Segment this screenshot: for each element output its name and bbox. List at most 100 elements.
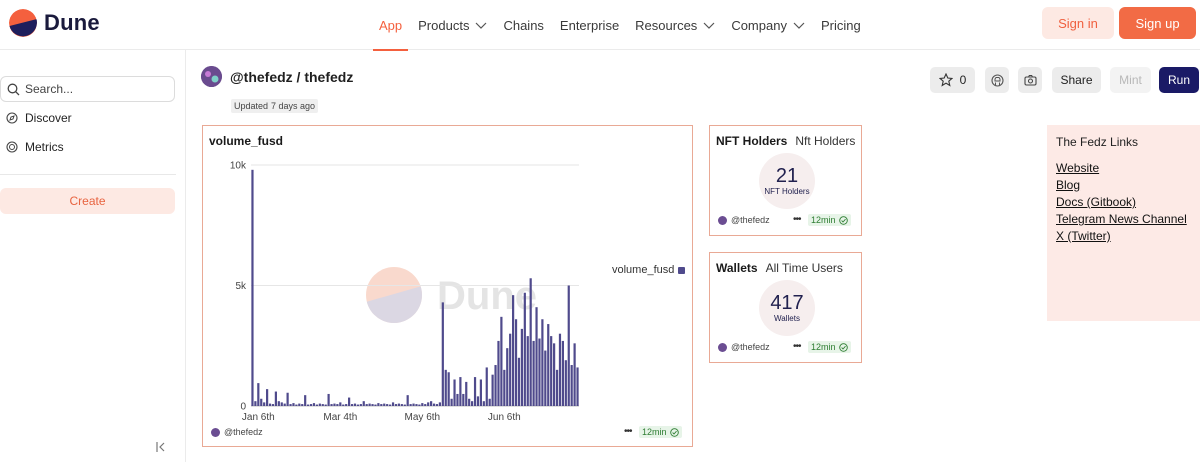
chart-bar[interactable] (503, 369, 506, 406)
chart-bar[interactable] (570, 365, 573, 406)
chart-bar[interactable] (523, 292, 526, 406)
sign-in-button[interactable]: Sign in (1042, 7, 1114, 39)
nav-enterprise[interactable]: Enterprise (560, 0, 619, 50)
chart-bar[interactable] (280, 402, 283, 406)
chart-bar[interactable] (421, 403, 424, 406)
chart-bar[interactable] (266, 389, 269, 406)
counter-author[interactable]: @thefedz (718, 215, 770, 225)
nav-company[interactable]: Company (731, 0, 805, 50)
chart-bar[interactable] (476, 396, 480, 406)
chart-bar[interactable] (380, 404, 383, 406)
chart-bar[interactable] (274, 391, 277, 406)
chart-bar[interactable] (535, 307, 538, 406)
chart-bar[interactable] (447, 372, 450, 406)
star-button[interactable]: 0 (930, 67, 975, 93)
chart-bar[interactable] (356, 404, 359, 406)
chart-bar[interactable] (271, 404, 275, 406)
chart-legend[interactable]: volume_fusd (612, 264, 686, 276)
run-button[interactable]: Run (1159, 67, 1199, 93)
search-box[interactable] (0, 76, 175, 102)
avatar[interactable] (201, 66, 222, 87)
chart-bar[interactable] (418, 404, 421, 406)
share-button[interactable]: Share (1052, 67, 1101, 93)
chart-bar[interactable] (295, 404, 298, 406)
chart-bar[interactable] (567, 285, 570, 407)
chart-bar[interactable] (541, 319, 544, 406)
chart-bar[interactable] (538, 338, 541, 406)
chart-bar[interactable] (406, 395, 409, 406)
chart-bar[interactable] (482, 401, 485, 406)
nav-resources[interactable]: Resources (635, 0, 715, 50)
chart-bar[interactable] (491, 374, 494, 406)
chart-bar[interactable] (383, 403, 386, 406)
chart-bar[interactable] (359, 404, 362, 406)
chart-bar[interactable] (286, 392, 289, 406)
chart-bar[interactable] (517, 357, 521, 406)
counter-author[interactable]: @thefedz (718, 342, 770, 352)
chart-bar[interactable] (438, 402, 441, 406)
link-twitter[interactable]: X (Twitter) (1056, 229, 1111, 243)
chart-bar[interactable] (435, 404, 439, 406)
chart-bar[interactable] (532, 340, 535, 406)
chart-bar[interactable] (277, 401, 280, 406)
chart-bar[interactable] (289, 404, 292, 406)
link-blog[interactable]: Blog (1056, 178, 1081, 192)
chart-bar[interactable] (412, 403, 415, 406)
chart-bar[interactable] (371, 404, 374, 406)
chart-bar[interactable] (479, 379, 482, 406)
chart-bar[interactable] (555, 369, 559, 406)
chart-bar[interactable] (315, 404, 318, 406)
chart-bar[interactable] (547, 324, 550, 406)
chart-bar[interactable] (327, 393, 330, 406)
chart-bar[interactable] (512, 295, 515, 406)
chart-bar[interactable] (529, 278, 532, 406)
chart-bar[interactable] (444, 369, 447, 406)
dune-logo[interactable]: Dune (9, 9, 100, 37)
more-options-icon[interactable]: ••• (624, 426, 632, 437)
chart-bar[interactable] (374, 404, 377, 406)
chart-bar[interactable] (544, 350, 547, 406)
screenshot-button[interactable] (1018, 67, 1042, 93)
chart-bar[interactable] (298, 403, 301, 406)
chart-bar[interactable] (485, 367, 488, 406)
chart-bar[interactable] (251, 169, 254, 406)
chart-bar[interactable] (330, 404, 333, 406)
chart-bar[interactable] (430, 401, 433, 406)
link-telegram[interactable]: Telegram News Channel (1056, 212, 1187, 226)
chart-bar[interactable] (500, 316, 503, 406)
page-title[interactable]: @thefedz / thefedz (230, 68, 354, 85)
chart-bar[interactable] (348, 397, 351, 406)
chart-bar[interactable] (342, 404, 345, 406)
chart-bar[interactable] (573, 343, 576, 406)
chart-bar[interactable] (339, 402, 342, 406)
chart-bar[interactable] (506, 348, 509, 406)
chart-bar[interactable] (550, 336, 553, 406)
chart-bar[interactable] (309, 404, 313, 406)
chart-bar[interactable] (497, 340, 500, 406)
chart-bar[interactable] (432, 403, 436, 406)
chart-bar[interactable] (561, 340, 564, 406)
chart-bar[interactable] (450, 398, 453, 406)
chart-bar[interactable] (362, 401, 365, 406)
chart-bar[interactable] (558, 333, 562, 406)
sidebar-item-metrics[interactable]: Metrics (6, 140, 64, 154)
chart-bar[interactable] (333, 403, 336, 406)
chart-bar[interactable] (415, 404, 418, 406)
chart-bar[interactable] (468, 398, 471, 406)
chart-bar[interactable] (526, 336, 529, 406)
chart-bar[interactable] (553, 343, 556, 406)
search-input[interactable] (25, 82, 165, 96)
chart-bar[interactable] (312, 403, 316, 406)
chart-bar[interactable] (473, 377, 477, 406)
chart-bar[interactable] (257, 383, 260, 406)
more-options-icon[interactable]: ••• (793, 341, 801, 352)
chart-bar[interactable] (365, 404, 368, 406)
chart-author[interactable]: @thefedz (211, 427, 263, 437)
chart-bar[interactable] (453, 379, 456, 406)
chart-bar[interactable] (345, 404, 348, 406)
chart-bar[interactable] (509, 333, 512, 406)
chart-bar[interactable] (397, 403, 400, 406)
link-website[interactable]: Website (1056, 161, 1100, 175)
chart-bar[interactable] (456, 393, 459, 406)
chart-bar[interactable] (400, 404, 403, 406)
